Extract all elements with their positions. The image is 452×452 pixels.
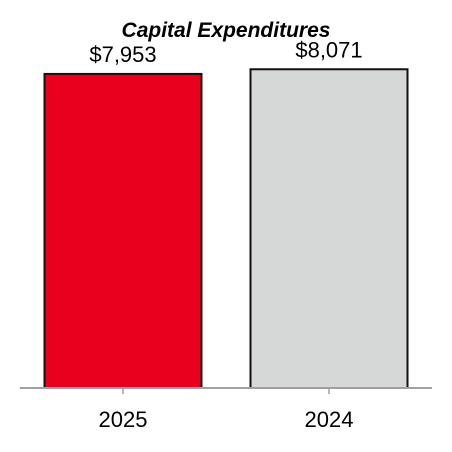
data-label-2025: $7,953 [89, 42, 156, 67]
chart-title: Capital Expenditures [122, 19, 331, 42]
x-tick-label-2025: 2025 [99, 407, 148, 432]
ticks-layer: 2025 2024 [99, 388, 354, 432]
data-label-2024: $8,071 [295, 37, 362, 62]
bars-layer: $7,953 $8,071 [43, 37, 409, 390]
bar-2024 [249, 68, 409, 390]
x-tick-label-2024: 2024 [305, 407, 354, 432]
bar-2025 [43, 72, 203, 389]
